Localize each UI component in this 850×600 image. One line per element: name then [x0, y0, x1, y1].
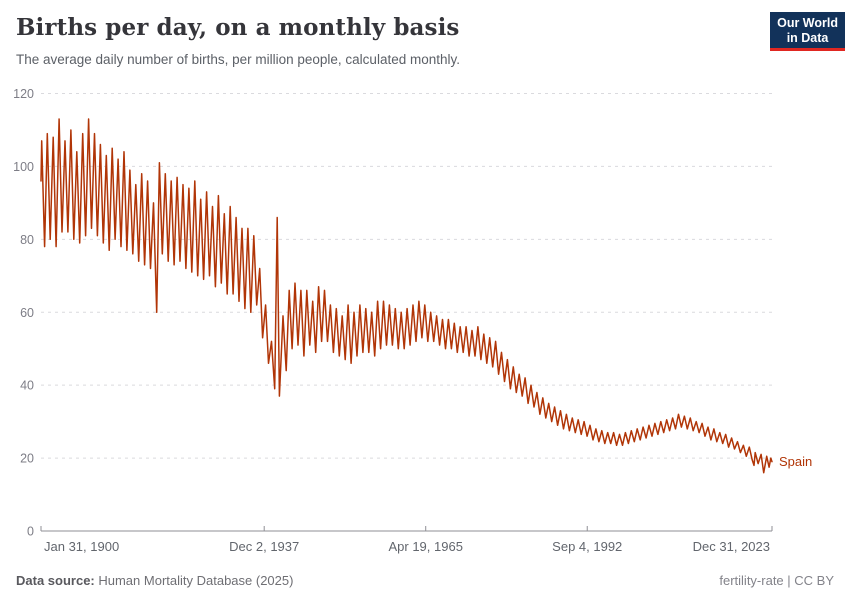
y-tick-label-60: 60	[20, 306, 34, 320]
y-tick-label-40: 40	[20, 379, 34, 393]
owid-logo-line2: in Data	[786, 30, 829, 45]
y-tick-label-120: 120	[13, 87, 34, 101]
chart-header: Births per day, on a monthly basis The a…	[16, 13, 755, 68]
data-source-text: Human Mortality Database (2025)	[94, 573, 294, 588]
data-source-note: Data source: Human Mortality Database (2…	[16, 573, 293, 588]
x-axis	[40, 526, 773, 532]
y-tick-label-100: 100	[13, 160, 34, 174]
x-tick-label-1: Dec 2, 1937	[229, 539, 299, 554]
x-tick-label-4: Dec 31, 2023	[693, 539, 770, 554]
chart-footer: Data source: Human Mortality Database (2…	[16, 573, 834, 588]
x-axis-labels: Jan 31, 1900 Dec 2, 1937 Apr 19, 1965 Sep 4…	[44, 539, 770, 554]
series-label-spain: Spain	[779, 454, 812, 469]
x-tick-label-2: Apr 19, 1965	[388, 539, 462, 554]
chart-subtitle: The average daily number of births, per …	[16, 52, 460, 67]
y-tick-label-0: 0	[27, 525, 34, 539]
x-tick-label-3: Sep 4, 1992	[552, 539, 622, 554]
y-axis-labels: 0 20 40 60 80 100 120	[13, 87, 34, 539]
y-gridlines	[41, 93, 772, 459]
y-tick-label-20: 20	[20, 452, 34, 466]
series-line-spain[interactable]	[40, 118, 773, 474]
license-note[interactable]: fertility-rate | CC BY	[719, 573, 834, 588]
owid-logo[interactable]: Our World in Data	[770, 12, 845, 51]
y-tick-label-80: 80	[20, 233, 34, 247]
data-source-label: Data source:	[16, 573, 95, 588]
x-tick-label-0: Jan 31, 1900	[44, 539, 119, 554]
chart-title: Births per day, on a monthly basis	[16, 14, 460, 41]
owid-logo-line1: Our World	[777, 16, 838, 30]
